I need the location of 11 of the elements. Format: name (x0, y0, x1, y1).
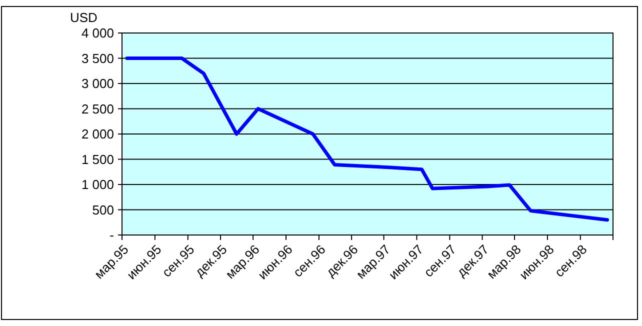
line-series (125, 56, 610, 222)
y-tick-label: 3 500 (81, 50, 114, 66)
y-tick-label: 1 000 (81, 177, 114, 192)
y-axis-title: USD (70, 10, 98, 25)
y-tick-label: - (110, 228, 114, 243)
y-tick-label: 3 000 (81, 76, 114, 92)
y-tick-label: 2 000 (81, 126, 114, 142)
y-tick-label: 1 500 (81, 152, 114, 167)
y-tick-label: 2 500 (81, 101, 114, 116)
y-tick-label: 4 000 (81, 26, 114, 41)
y-tick-label: 500 (92, 202, 114, 218)
